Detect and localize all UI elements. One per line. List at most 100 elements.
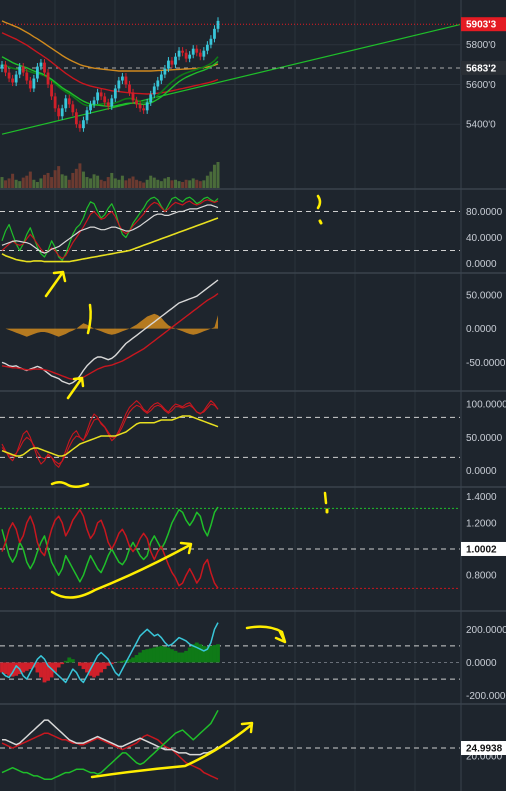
- osc6-current-badge-text: 24.9938: [466, 744, 503, 755]
- candle-body: [82, 120, 85, 129]
- osc2-tick-label-1: 0.0000: [466, 324, 497, 335]
- osc2-histogram-area: [2, 313, 218, 337]
- volume-bar: [39, 178, 43, 188]
- candle-body: [89, 104, 92, 111]
- osc5-histogram-bar: [177, 652, 181, 663]
- candle-body: [103, 96, 107, 103]
- candle-body: [78, 124, 82, 129]
- osc5-histogram-bar: [194, 642, 199, 663]
- moving-average-orange: [1, 20, 219, 72]
- candle-body: [0, 64, 4, 69]
- candle-body: [188, 54, 192, 59]
- volume-bar: [145, 179, 149, 188]
- candle-body: [156, 80, 160, 87]
- osc4-series-green: [1, 506, 219, 583]
- oscillator-panel-5[interactable]: [0, 622, 460, 684]
- volume-bar: [209, 171, 213, 188]
- osc5-histogram-bar: [10, 662, 15, 677]
- price-axis: 5800'0 5600'0 5400'0 5903'3 5683'2 80.0000 40.…: [461, 17, 506, 763]
- volume-bar: [205, 175, 209, 188]
- last-price-badge: 5903'3: [461, 17, 506, 32]
- candle-body: [191, 48, 195, 55]
- candle-body: [110, 98, 114, 107]
- volume-bar: [0, 177, 4, 188]
- osc3-series-yellow-2: [1, 415, 219, 457]
- candle-body: [53, 96, 57, 109]
- candle-body: [14, 74, 18, 83]
- osc5-tick-label-1: 0.0000: [466, 658, 497, 669]
- oscillator-panel-1[interactable]: [0, 196, 460, 263]
- candle-body: [39, 62, 43, 67]
- osc5-histogram-bar: [127, 659, 132, 663]
- candle-body: [117, 80, 121, 89]
- price-panel[interactable]: [0, 17, 461, 188]
- osc5-histogram-bar: [56, 662, 61, 668]
- osc3-tick-label-1: 50.0000: [466, 433, 503, 444]
- osc5-histogram-bar: [216, 644, 220, 663]
- osc5-histogram-bar: [170, 649, 174, 663]
- candle-body: [174, 56, 177, 65]
- volume-bar: [127, 178, 131, 188]
- osc5-histogram-bar: [166, 647, 171, 663]
- osc5-histogram-bar: [46, 662, 50, 681]
- candle-body: [142, 108, 146, 111]
- volume-bar: [96, 175, 100, 188]
- volume-bar: [202, 180, 206, 188]
- annotation-layer: [44, 194, 329, 779]
- annotation-arrow-3: [50, 541, 193, 599]
- candle-body: [128, 84, 131, 93]
- volume-bar: [170, 180, 174, 188]
- osc5-histogram-bar: [39, 662, 43, 678]
- volume-bar: [32, 179, 36, 188]
- osc4-current-badge-box: [461, 541, 506, 556]
- volume-bar: [156, 179, 160, 188]
- osc3-tick-label-0: 100.0000: [466, 400, 506, 411]
- candle-body: [177, 50, 181, 57]
- osc1-series-yellow: [1, 217, 219, 263]
- last-price-badge-box: [461, 17, 506, 32]
- osc5-histogram-bar: [70, 659, 75, 663]
- osc5-histogram-bar: [173, 650, 178, 663]
- volume-bar: [184, 179, 188, 188]
- candle-body: [120, 76, 124, 81]
- candle-body: [209, 38, 213, 45]
- osc1-tick-label-0: 80.0000: [466, 207, 503, 218]
- volume-bar: [124, 180, 128, 188]
- osc4-current-badge: 1.0002: [461, 541, 506, 556]
- volume-bar: [53, 170, 57, 188]
- candle-body: [60, 108, 64, 117]
- oscillator-panel-6[interactable]: [0, 709, 460, 780]
- oscillator-panel-4[interactable]: [0, 506, 460, 589]
- volume-bar: [71, 172, 75, 188]
- reference-price-badge: 5683'2: [461, 60, 506, 75]
- volume-bar: [42, 174, 46, 188]
- volume-bar: [181, 181, 185, 188]
- oscillator-panel-2[interactable]: [1, 279, 219, 385]
- osc5-histogram-bar: [35, 662, 40, 673]
- osc5-histogram-bar: [28, 662, 33, 670]
- candle-body: [198, 52, 202, 57]
- candle-body: [124, 76, 128, 85]
- candle-body: [28, 80, 32, 89]
- osc2-series-red: [1, 292, 219, 380]
- volume-bar: [174, 179, 178, 188]
- candle-body: [99, 92, 103, 97]
- volume-bar: [89, 178, 93, 188]
- osc5-histogram-bar: [155, 646, 160, 663]
- candle-body: [46, 72, 50, 85]
- volume-bar: [46, 172, 50, 188]
- volume-bar: [50, 177, 54, 188]
- osc5-histogram-bar: [205, 646, 210, 663]
- osc6-series-red: [1, 732, 219, 780]
- volume-bar: [103, 181, 107, 188]
- volume-bar: [191, 178, 195, 188]
- osc1-series-green: [1, 196, 219, 261]
- osc5-histogram-bar: [106, 662, 111, 666]
- volume-bar: [64, 175, 68, 188]
- candle-body: [216, 20, 220, 29]
- candle-body: [184, 52, 188, 59]
- oscillator-panel-3[interactable]: [0, 400, 460, 468]
- osc5-histogram-bar: [24, 662, 29, 671]
- candle-body: [21, 66, 25, 73]
